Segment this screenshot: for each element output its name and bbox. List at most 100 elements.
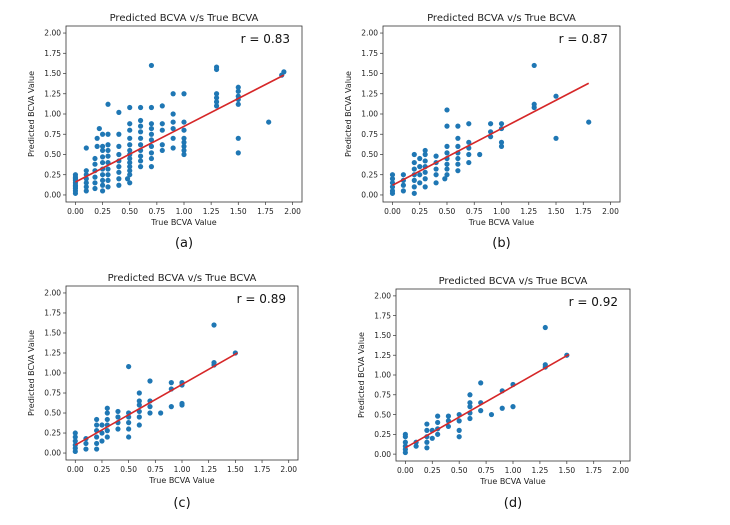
data-point [542, 324, 548, 331]
data-point [127, 135, 133, 141]
y-tick-label: 0.75 [361, 130, 378, 139]
data-point [148, 62, 155, 69]
y-axis-label: Predicted BCVA Value [27, 71, 36, 157]
data-point [455, 155, 461, 162]
correlation-annotation: r = 0.92 [569, 295, 618, 309]
data-point [445, 423, 452, 430]
x-axis-label: True BCVA Value [150, 218, 216, 227]
data-point [466, 151, 472, 158]
data-point [127, 104, 133, 111]
data-point [433, 172, 439, 178]
data-point [92, 185, 98, 192]
data-point [94, 434, 100, 440]
x-tick-label: 0.50 [439, 207, 456, 216]
data-point [181, 143, 187, 149]
y-tick-label: 0.00 [44, 191, 61, 200]
data-point [170, 125, 176, 132]
data-point [456, 418, 462, 424]
data-point [99, 430, 105, 436]
data-point [137, 104, 144, 111]
data-point [92, 155, 98, 162]
x-tick-label: 1.25 [532, 466, 549, 475]
data-point [213, 99, 220, 105]
data-point [94, 416, 100, 423]
chart-panel-2: Predicted BCVA v/s True BCVA 0.00 0.25 0.50… [344, 13, 621, 251]
panel-caption: (a) [175, 236, 193, 251]
chart-title: Predicted BCVA v/s True BCVA [427, 13, 576, 24]
data-point [137, 142, 144, 148]
y-tick-label: 1.00 [44, 369, 61, 378]
data-point [92, 161, 98, 167]
data-point [92, 180, 98, 186]
data-point [127, 164, 133, 170]
x-tick-label: 1.75 [585, 466, 602, 475]
data-point [424, 445, 430, 451]
data-point [148, 125, 155, 132]
data-point [444, 172, 450, 178]
data-point [456, 427, 462, 433]
data-point [429, 435, 435, 441]
data-point [455, 161, 461, 167]
x-tick-label: 1.00 [176, 207, 193, 216]
y-tick-label: 0.75 [44, 130, 61, 139]
data-point [531, 62, 537, 69]
x-tick-label: 2.00 [612, 466, 629, 475]
data-point [147, 410, 153, 416]
chart-panel-3: Predicted BCVA v/s True BCVA 0.00 0.25 0.50… [27, 273, 299, 511]
data-point [116, 131, 122, 137]
data-point [170, 119, 176, 125]
data-point [116, 151, 122, 158]
data-point [424, 421, 430, 427]
data-point [455, 168, 461, 174]
data-point [126, 434, 132, 440]
data-point [281, 69, 287, 75]
data-point [498, 143, 505, 149]
panel-caption: (b) [492, 236, 510, 251]
y-tick-label: 0.00 [374, 450, 391, 459]
y-tick-label: 1.50 [374, 331, 391, 340]
data-point [456, 434, 462, 440]
data-point [99, 438, 105, 444]
x-tick-label: 0.75 [466, 207, 483, 216]
y-tick-label: 1.25 [44, 349, 61, 358]
x-tick-label: 0.75 [478, 466, 495, 475]
x-tick-label: 0.00 [397, 466, 414, 475]
data-point [424, 427, 430, 433]
data-point [181, 139, 187, 145]
data-point [411, 177, 417, 183]
data-point [411, 159, 417, 166]
data-point [148, 150, 155, 156]
y-tick-label: 1.75 [361, 49, 378, 58]
data-point [417, 155, 423, 162]
data-point [444, 107, 450, 113]
data-point [94, 446, 100, 452]
x-axis-label: True BCVA Value [148, 476, 214, 485]
data-point [478, 408, 484, 414]
data-point [147, 404, 153, 410]
data-point [455, 143, 461, 149]
data-point [235, 84, 241, 90]
data-point [72, 438, 78, 444]
data-point [105, 184, 111, 190]
x-tick-label: 1.50 [230, 207, 247, 216]
data-point [99, 422, 105, 428]
data-point [127, 168, 133, 174]
data-point [170, 111, 176, 117]
data-point [402, 431, 408, 437]
data-point [411, 190, 417, 196]
data-point [433, 180, 439, 186]
data-point [148, 121, 155, 127]
y-tick-label: 0.25 [361, 170, 378, 179]
data-point [488, 411, 495, 418]
data-point [445, 413, 452, 419]
data-point [92, 174, 98, 180]
data-point [136, 398, 142, 404]
data-point [467, 415, 473, 422]
data-point [411, 184, 417, 190]
data-point [422, 147, 428, 154]
data-point [147, 378, 153, 384]
data-point [181, 151, 187, 158]
data-point [168, 380, 174, 386]
data-point [444, 123, 450, 129]
data-point [72, 434, 78, 440]
